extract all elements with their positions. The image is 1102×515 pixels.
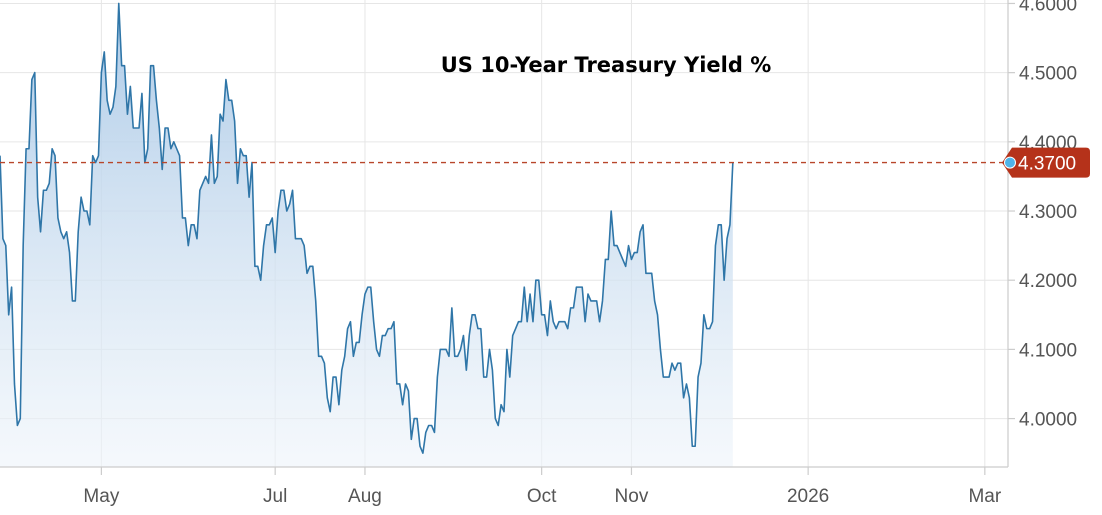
last-value-label: 4.3700: [1018, 154, 1076, 175]
x-tick-label: 2026: [787, 486, 829, 507]
y-tick-label: 4.6000: [1019, 0, 1077, 15]
series-line: [0, 2, 734, 454]
y-tick-label: 4.3000: [1019, 202, 1077, 223]
y-tick-label: 4.0000: [1019, 410, 1077, 431]
last-value-marker: [1004, 156, 1016, 169]
chart-title: US 10-Year Treasury Yield %: [441, 53, 772, 77]
x-tick-labels: May Jul Aug Oct Nov 2026 Mar: [83, 486, 1001, 507]
y-tick-labels: 4.00004.10004.20004.30004.40004.50004.60…: [1019, 0, 1077, 431]
x-tick-label: Oct: [527, 486, 557, 507]
series-area: [0, 2, 734, 468]
last-value-badge[interactable]: 4.3700: [1002, 147, 1090, 178]
axes: [0, 0, 1015, 475]
x-tick-label: Nov: [615, 486, 649, 507]
x-tick-label: Mar: [968, 486, 1001, 507]
y-tick-label: 4.2000: [1019, 271, 1077, 292]
series-area-fill: [0, 3, 733, 468]
x-tick-label: Aug: [348, 486, 382, 507]
last-value-badge-shape: [1002, 147, 1090, 178]
y-tick-label: 4.5000: [1019, 64, 1077, 85]
y-tick-label: 4.1000: [1019, 340, 1077, 361]
x-tick-label: Jul: [263, 486, 287, 507]
x-tick-label: May: [83, 486, 119, 507]
